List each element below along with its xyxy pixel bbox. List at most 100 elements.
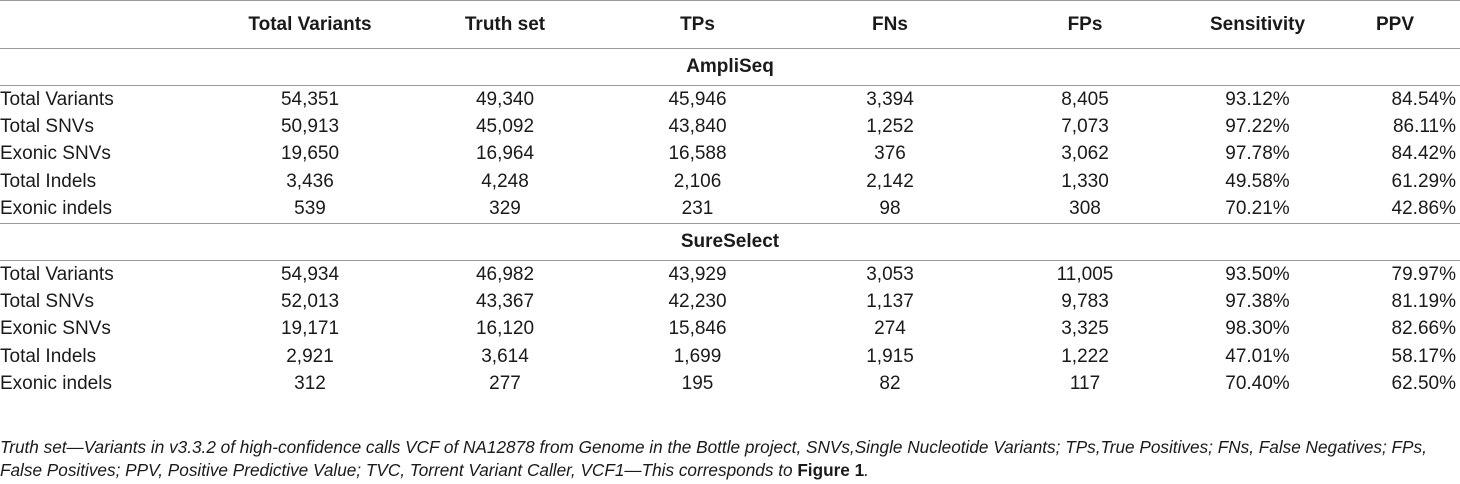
table-cell: 8,405 [1061, 88, 1109, 110]
section-title: SureSelect [0, 223, 1460, 261]
table-cell: 539 [210, 195, 410, 224]
table-cell: 93.50% [1225, 263, 1290, 285]
table-cell: 45,946 [668, 88, 727, 110]
table-cell: 70.21% [1185, 195, 1330, 224]
table-cell: 312 [294, 373, 326, 395]
table-cell: 4,248 [481, 170, 529, 192]
table-row: Exonic SNVs 19,650 16,964 16,588 376 3,062 97.… [0, 141, 1460, 168]
table-cell: 98.30% [1225, 318, 1290, 340]
table-cell: 376 [874, 143, 906, 165]
header-cell-empty [0, 0, 210, 49]
table-row: Total Indels 3,436 4,248 2,106 2,142 1,330 49.… [0, 168, 1460, 195]
table-cell: 84.42% [1391, 143, 1456, 165]
table-cell: 42,230 [668, 291, 727, 313]
section-header-row: SureSelect [0, 223, 1460, 261]
table-row: Total Variants 54,351 49,340 45,946 3,394 8,4… [0, 86, 1460, 114]
table-cell: 81.19% [1391, 291, 1456, 313]
table-cell: 2,142 [866, 170, 914, 192]
row-label: Total Variants [0, 88, 114, 110]
table-cell: 49.58% [1225, 170, 1290, 192]
table-cell: 47.01% [1225, 345, 1290, 367]
table-cell: 3,062 [1061, 143, 1109, 165]
table-footnote: Truth set—Variants in v3.3.2 of high-con… [0, 436, 1440, 482]
table-cell: 1,330 [1061, 170, 1109, 192]
header-fns: FNs [795, 0, 985, 49]
table-cell: 3,325 [1061, 318, 1109, 340]
table-cell: 11,005 [1056, 263, 1114, 285]
section-header-row: AmpliSeq [0, 48, 1460, 86]
table-row: Total SNVs 52,013 43,367 42,230 1,137 9,783 97… [0, 288, 1460, 315]
table-cell: 1,222 [1061, 345, 1109, 367]
table-cell: 16,964 [475, 143, 535, 165]
table-cell: 70.40% [1225, 373, 1290, 395]
table-cell: 3,436 [286, 170, 334, 192]
table-cell: 16,120 [475, 318, 535, 340]
table-cell: 19,650 [280, 143, 340, 165]
row-label: Exonic indels [0, 195, 210, 224]
table-cell: 97.38% [1225, 291, 1290, 313]
table-cell: 93.12% [1225, 88, 1290, 110]
table-cell: 3,394 [866, 88, 914, 110]
table-cell: 3,614 [481, 345, 529, 367]
row-label: Exonic SNVs [0, 143, 111, 165]
table-cell: 19,171 [280, 318, 340, 340]
table-cell: 1,699 [673, 345, 722, 367]
table-cell: 1,137 [866, 291, 914, 313]
row-label: Exonic indels [0, 373, 112, 395]
table-cell: 16,588 [668, 143, 727, 165]
row-label: Total Indels [0, 345, 97, 367]
table-cell: 84.54% [1391, 88, 1456, 110]
table-cell: 45,092 [475, 116, 535, 138]
table-cell: 49,340 [475, 88, 535, 110]
table-cell: 1,915 [866, 345, 914, 367]
table-cell: 43,840 [668, 116, 727, 138]
table-cell: 54,934 [280, 263, 340, 285]
header-tps: TPs [600, 0, 795, 49]
table-row: Exonic indels 312 277 195 82 117 70.40% 62.50% [0, 371, 1460, 398]
table-row: Total Indels 2,921 3,614 1,699 1,915 1,222 47.… [0, 343, 1460, 370]
header-sensitivity: Sensitivity [1185, 0, 1330, 49]
row-label: Total SNVs [0, 291, 94, 313]
row-label: Total SNVs [0, 116, 94, 138]
footnote-text: Truth set—Variants in v3.3.2 of high-con… [0, 437, 1427, 480]
table-cell: 2,921 [286, 345, 334, 367]
table-row: Total SNVs 50,913 45,092 43,840 1,252 7,073 97… [0, 113, 1460, 140]
table-cell: 97.22% [1225, 116, 1290, 138]
table-cell: 195 [681, 373, 714, 395]
table-cell: 231 [600, 195, 795, 224]
table-row: Total Variants 54,934 46,982 43,929 3,053 11,… [0, 260, 1460, 288]
table-cell: 82 [879, 373, 901, 395]
row-label: Total Indels [0, 170, 97, 192]
table-cell: 79.97% [1391, 263, 1456, 285]
table-cell: 274 [874, 318, 906, 340]
table-cell: 97.78% [1225, 143, 1290, 165]
footnote-end: . [864, 460, 869, 480]
table-cell: 43,367 [475, 291, 535, 313]
table-body: AmpliSeq Total Variants 54,351 49,340 45,946… [0, 48, 1460, 398]
table-cell: 46,982 [475, 263, 535, 285]
table-cell: 42.86% [1330, 195, 1460, 224]
table-cell: 61.29% [1391, 170, 1456, 192]
table-cell: 277 [489, 373, 521, 395]
table-cell: 52,013 [280, 291, 340, 313]
section-title: AmpliSeq [0, 48, 1460, 86]
header-truth-set: Truth set [410, 0, 600, 49]
header-fps: FPs [985, 0, 1185, 49]
table-cell: 86.11% [1392, 116, 1456, 138]
table-cell: 9,783 [1061, 291, 1109, 313]
table-cell: 117 [1069, 373, 1101, 395]
row-label: Exonic SNVs [0, 318, 111, 340]
table-cell: 50,913 [280, 116, 340, 138]
table-cell: 1,252 [866, 116, 914, 138]
table-cell: 98 [795, 195, 985, 224]
figure-reference: Figure 1 [797, 460, 865, 480]
table-cell: 15,846 [668, 318, 727, 340]
table-cell: 2,106 [673, 170, 722, 192]
table-cell: 329 [410, 195, 600, 224]
header-ppv: PPV [1330, 0, 1460, 49]
table-cell: 58.17% [1391, 345, 1456, 367]
table-cell: 43,929 [668, 263, 727, 285]
table-cell: 3,053 [866, 263, 914, 285]
table-cell: 7,073 [1061, 116, 1109, 138]
